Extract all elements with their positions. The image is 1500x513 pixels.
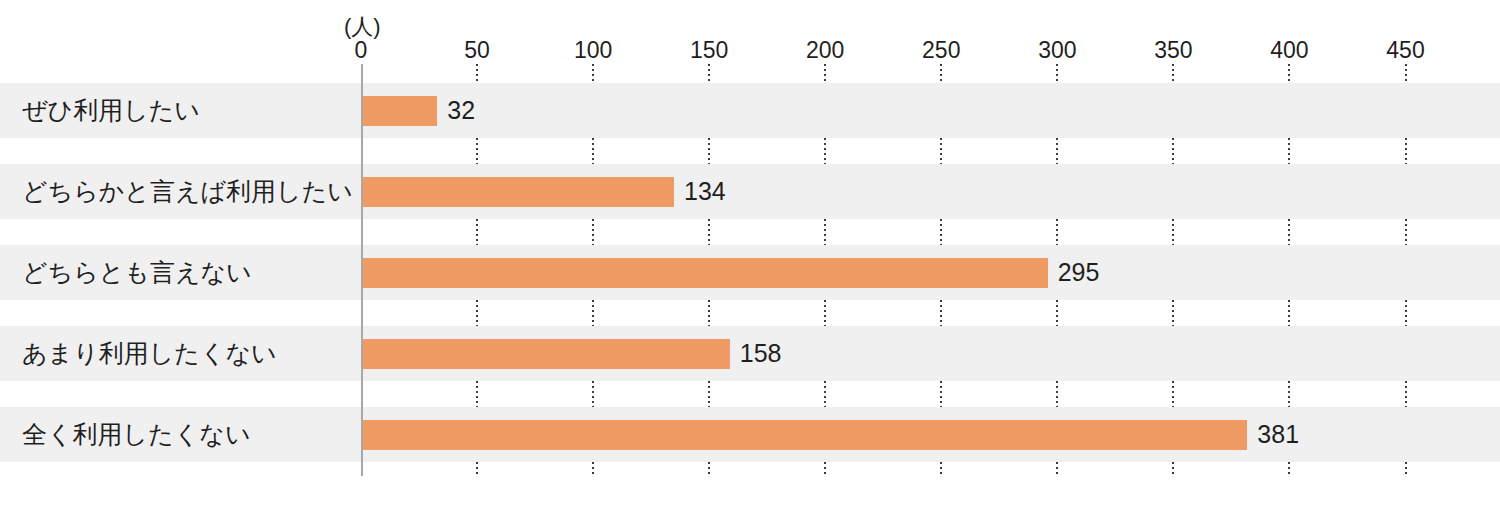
gridline-dotted bbox=[1288, 381, 1290, 407]
category-label: ぜひ利用したい bbox=[22, 83, 200, 138]
gridline-dotted bbox=[824, 381, 826, 407]
category-label: 全く利用したくない bbox=[22, 407, 251, 462]
gridline-dotted bbox=[708, 138, 710, 164]
value-label: 158 bbox=[740, 326, 782, 381]
gridline-dotted bbox=[476, 381, 478, 407]
data-bar bbox=[363, 96, 437, 126]
x-axis-tick-label: 150 bbox=[690, 37, 728, 64]
x-axis-tick-label: 400 bbox=[1270, 37, 1308, 64]
category-label: どちらとも言えない bbox=[22, 245, 252, 300]
gridline-dotted bbox=[1056, 64, 1058, 83]
x-axis-tick-label: 300 bbox=[1038, 37, 1076, 64]
gridline-dotted bbox=[1405, 219, 1407, 245]
gridline-dotted bbox=[824, 138, 826, 164]
category-label: どちらかと言えば利用したい bbox=[22, 164, 353, 219]
gridline-dotted bbox=[1172, 462, 1174, 475]
gridline-dotted bbox=[940, 219, 942, 245]
gridline-dotted bbox=[1172, 300, 1174, 326]
gridline-dotted bbox=[1056, 138, 1058, 164]
gridline-dotted bbox=[1288, 138, 1290, 164]
value-label: 134 bbox=[684, 164, 726, 219]
data-bar bbox=[363, 177, 674, 207]
value-label: 381 bbox=[1257, 407, 1299, 462]
gridline-dotted bbox=[708, 300, 710, 326]
x-axis-tick-label: 250 bbox=[922, 37, 960, 64]
gridline-dotted bbox=[1172, 64, 1174, 83]
gridline-dotted bbox=[1172, 138, 1174, 164]
gridline-dotted bbox=[592, 462, 594, 475]
x-axis-tick-label: 200 bbox=[806, 37, 844, 64]
gridline-dotted bbox=[708, 462, 710, 475]
gridline-dotted bbox=[940, 64, 942, 83]
data-bar bbox=[363, 420, 1247, 450]
gridline-dotted bbox=[476, 462, 478, 475]
gridline-dotted bbox=[940, 300, 942, 326]
x-axis-tick-label: 0 bbox=[355, 37, 368, 64]
survey-bar-chart: (人) 050100150200250300350400450 ぜひ利用したい3… bbox=[0, 0, 1500, 513]
gridline-dotted bbox=[1056, 462, 1058, 475]
gridline-dotted bbox=[1288, 300, 1290, 326]
gridline-dotted bbox=[592, 64, 594, 83]
x-axis-tick-label: 50 bbox=[464, 37, 490, 64]
gridline-dotted bbox=[708, 381, 710, 407]
gridline-dotted bbox=[592, 219, 594, 245]
gridline-dotted bbox=[824, 64, 826, 83]
gridline-dotted bbox=[940, 462, 942, 475]
gridline-dotted bbox=[1288, 462, 1290, 475]
gridline-dotted bbox=[1405, 138, 1407, 164]
gridline-dotted bbox=[1288, 64, 1290, 83]
gridline-dotted bbox=[824, 462, 826, 475]
x-axis-tick-label: 100 bbox=[574, 37, 612, 64]
gridline-dotted bbox=[1288, 219, 1290, 245]
value-label: 32 bbox=[447, 83, 475, 138]
gridline-dotted bbox=[708, 219, 710, 245]
x-axis-tick-label: 450 bbox=[1386, 37, 1424, 64]
x-axis-tick-label: 350 bbox=[1154, 37, 1192, 64]
gridline-dotted bbox=[708, 64, 710, 83]
gridline-dotted bbox=[592, 138, 594, 164]
gridline-dotted bbox=[592, 300, 594, 326]
row-band bbox=[0, 83, 1500, 138]
gridline-dotted bbox=[1405, 300, 1407, 326]
gridline-dotted bbox=[476, 219, 478, 245]
gridline-dotted bbox=[476, 138, 478, 164]
data-bar bbox=[363, 258, 1048, 288]
gridline-dotted bbox=[592, 381, 594, 407]
gridline-dotted bbox=[824, 300, 826, 326]
gridline-dotted bbox=[1056, 219, 1058, 245]
gridline-dotted bbox=[1172, 219, 1174, 245]
gridline-dotted bbox=[1056, 300, 1058, 326]
gridline-dotted bbox=[1405, 381, 1407, 407]
gridline-dotted bbox=[940, 138, 942, 164]
gridline-dotted bbox=[1172, 381, 1174, 407]
gridline-dotted bbox=[824, 219, 826, 245]
data-bar bbox=[363, 339, 730, 369]
gridline-dotted bbox=[476, 300, 478, 326]
gridline-dotted bbox=[940, 381, 942, 407]
gridline-dotted bbox=[476, 64, 478, 83]
category-label: あまり利用したくない bbox=[22, 326, 277, 381]
gridline-dotted bbox=[1405, 64, 1407, 83]
gridline-dotted bbox=[1056, 381, 1058, 407]
value-label: 295 bbox=[1058, 245, 1100, 300]
gridline-dotted bbox=[1405, 462, 1407, 475]
